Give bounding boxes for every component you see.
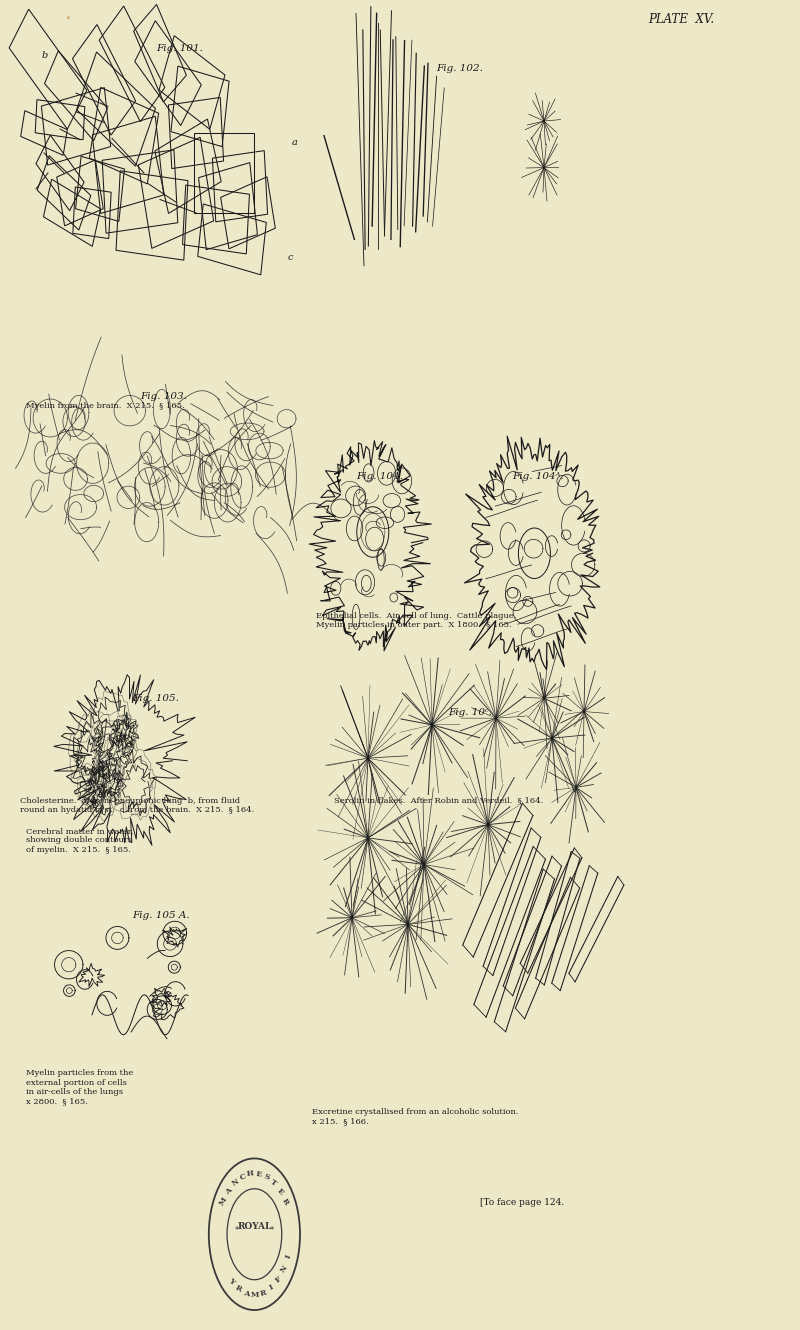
Bar — [155, 120, 221, 213]
Bar — [9, 9, 87, 129]
Text: Fig. 104ᴬ.: Fig. 104ᴬ. — [512, 472, 564, 481]
Text: M: M — [218, 1196, 230, 1208]
Text: Y: Y — [226, 1277, 236, 1286]
Text: PLATE  XV.: PLATE XV. — [648, 13, 714, 27]
Text: E: E — [255, 1169, 262, 1178]
Bar — [182, 185, 250, 254]
Text: A: A — [224, 1186, 234, 1196]
Text: b: b — [42, 51, 48, 60]
Bar — [99, 7, 165, 121]
Text: ROYAL: ROYAL — [238, 1222, 271, 1230]
Text: R: R — [234, 1283, 243, 1294]
Text: Fig. 10ᶜ.: Fig. 10ᶜ. — [448, 708, 492, 717]
Bar — [92, 117, 164, 213]
Text: M: M — [250, 1291, 259, 1299]
Text: E: E — [275, 1186, 285, 1196]
Text: [To face page 124.: [To face page 124. — [480, 1198, 564, 1208]
Text: Cerebral matter in water,
showing double contours
of myelin.  X 215.  § 165.: Cerebral matter in water, showing double… — [26, 827, 133, 854]
Text: T: T — [269, 1178, 278, 1188]
Bar — [21, 110, 67, 156]
Text: c: c — [288, 253, 294, 262]
Text: Fig. 105 A.: Fig. 105 A. — [132, 911, 190, 920]
Bar — [159, 36, 225, 129]
Bar — [198, 203, 266, 275]
Text: H: H — [246, 1169, 254, 1178]
Text: ·: · — [65, 9, 71, 29]
Bar — [38, 156, 90, 230]
Text: I: I — [284, 1253, 293, 1260]
Text: Myelin particles from the
external portion of cells
in air-cells of the lungs
x : Myelin particles from the external porti… — [26, 1069, 133, 1105]
Text: Fig. 104.: Fig. 104. — [356, 472, 403, 481]
Bar — [134, 4, 186, 102]
Text: Epithelial cells.  Air cell of lung.  Cattle plague.
Myelin particles in outer p: Epithelial cells. Air cell of lung. Catt… — [316, 612, 516, 629]
Bar — [75, 157, 125, 221]
Bar — [102, 150, 178, 233]
Bar — [43, 180, 101, 246]
Text: S: S — [262, 1172, 270, 1181]
Text: Excretine crystallised from an alcoholic solution.
x 215.  § 166.: Excretine crystallised from an alcoholic… — [312, 1108, 518, 1125]
Bar — [138, 137, 214, 249]
Bar — [169, 97, 223, 169]
Text: *: * — [235, 1226, 239, 1234]
Text: Cholesterine.  a, from pneumonic lung  b, from fluid
round an hydatid cyst.  c f: Cholesterine. a, from pneumonic lung b, … — [20, 797, 254, 814]
Text: Fig. 101.: Fig. 101. — [156, 44, 203, 53]
Text: a: a — [292, 138, 298, 148]
Bar — [221, 177, 275, 249]
Bar — [90, 88, 158, 184]
Bar — [171, 66, 229, 146]
Text: N: N — [279, 1264, 290, 1274]
Bar — [35, 100, 85, 140]
Text: R: R — [259, 1289, 267, 1298]
Text: C: C — [238, 1172, 246, 1182]
Ellipse shape — [361, 513, 385, 551]
Text: I: I — [268, 1283, 275, 1293]
Text: A: A — [242, 1289, 250, 1298]
Text: Myelin from the brain.  X 215.  § 165.: Myelin from the brain. X 215. § 165. — [26, 402, 184, 410]
Text: F: F — [274, 1275, 283, 1285]
Bar — [73, 24, 135, 136]
Bar — [198, 162, 258, 250]
Text: R: R — [280, 1197, 290, 1206]
Text: Fig. 103.: Fig. 103. — [140, 392, 187, 402]
Bar — [36, 136, 84, 210]
Text: N: N — [230, 1177, 240, 1188]
Bar — [194, 133, 254, 213]
Bar — [42, 88, 110, 165]
Bar — [45, 51, 107, 141]
Text: Serolin in flakes.  After Robin and Verdeil.  § 164.: Serolin in flakes. After Robin and Verde… — [334, 797, 544, 805]
Text: Fig. 102.: Fig. 102. — [436, 64, 483, 73]
Bar — [134, 21, 202, 125]
Bar — [57, 160, 103, 226]
Bar — [213, 150, 267, 222]
Bar — [77, 52, 155, 166]
Text: Fig. 105.: Fig. 105. — [132, 694, 179, 704]
Bar — [116, 170, 188, 261]
Text: *: * — [270, 1226, 274, 1234]
Bar — [73, 188, 111, 238]
